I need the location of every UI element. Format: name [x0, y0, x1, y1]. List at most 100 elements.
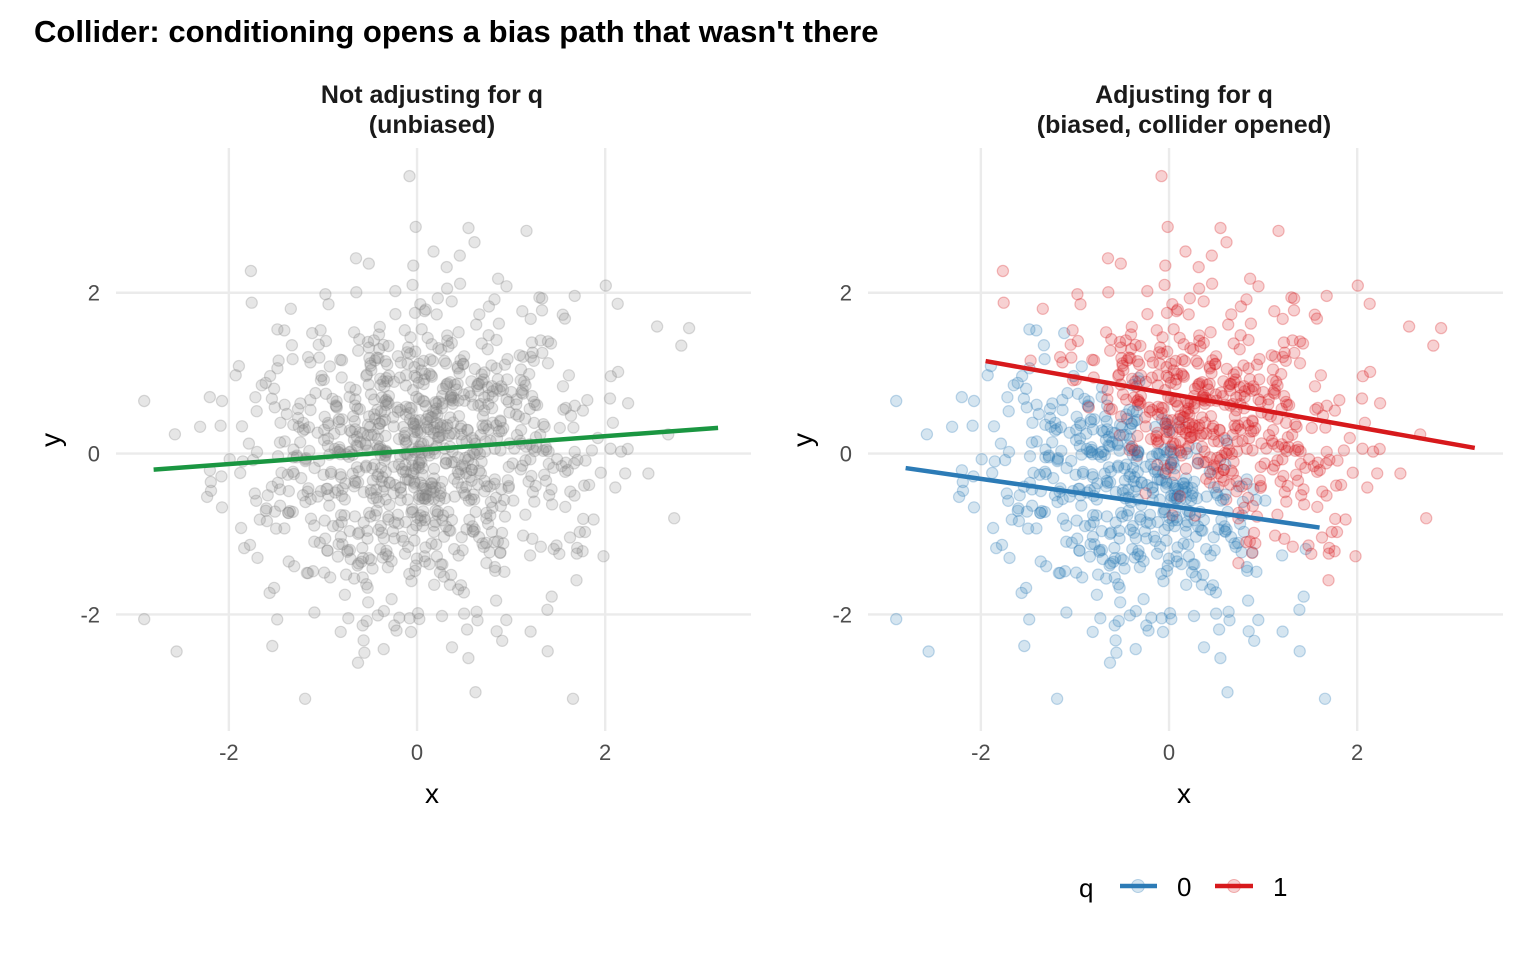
y-tick-label: 2 [88, 281, 100, 306]
data-point [204, 475, 217, 489]
data-point-q1 [1305, 421, 1319, 435]
data-point [514, 463, 528, 476]
data-point-q0 [1109, 634, 1122, 647]
panel-subtitle: (biased, collider opened) [1037, 111, 1332, 139]
data-point [361, 581, 374, 594]
data-point [362, 257, 375, 270]
data-point [399, 400, 413, 413]
data-point [286, 352, 299, 366]
data-point [410, 390, 423, 404]
data-point [476, 537, 489, 550]
data-point-q1 [1236, 434, 1249, 448]
data-point-q1 [1247, 526, 1261, 540]
data-point [412, 456, 426, 469]
data-point-q0 [1212, 623, 1226, 636]
data-point [500, 613, 513, 627]
data-point-q1 [1323, 453, 1336, 467]
data-point-q1 [1173, 490, 1187, 503]
data-point [533, 291, 546, 304]
data-point [360, 578, 373, 591]
data-point-q0 [1102, 430, 1116, 444]
data-point [460, 480, 473, 493]
data-point-q1 [1244, 425, 1258, 438]
data-point [480, 536, 493, 550]
data-point [454, 354, 467, 367]
data-point-q1 [1103, 344, 1117, 357]
x-tick-label: -2 [219, 740, 239, 765]
data-point [334, 530, 348, 544]
data-point-q1 [1192, 260, 1205, 274]
data-point [272, 354, 285, 367]
data-point [379, 394, 392, 408]
data-point [512, 410, 526, 423]
data-point [390, 624, 403, 637]
data-point [540, 443, 553, 456]
data-point [321, 432, 335, 445]
panel-title: Not adjusting for q [321, 81, 543, 109]
data-point-q0 [1240, 473, 1254, 486]
data-point [368, 408, 381, 421]
data-point [459, 488, 472, 502]
data-point [434, 487, 447, 500]
data-point [471, 614, 484, 627]
data-point [375, 526, 388, 539]
data-point [321, 439, 335, 453]
data-point-q0 [1025, 436, 1039, 449]
data-point-q1 [1182, 417, 1196, 430]
data-point-q1 [1363, 297, 1376, 310]
data-point-q1 [1213, 453, 1227, 467]
data-point-q0 [1112, 614, 1125, 628]
data-point-q1 [1289, 468, 1303, 481]
data-point-q0 [1108, 541, 1121, 555]
data-point [457, 607, 471, 620]
data-point [335, 371, 348, 384]
data-point [483, 480, 497, 493]
data-point [528, 444, 541, 458]
data-point [431, 292, 444, 305]
data-point [469, 686, 482, 699]
data-point [527, 354, 541, 367]
data-point [513, 349, 526, 362]
data-point [436, 382, 450, 395]
data-point-q0 [955, 390, 969, 404]
data-point-q0 [1086, 471, 1100, 484]
data-point-q1 [1087, 354, 1101, 367]
data-point [553, 547, 566, 561]
data-point [361, 532, 374, 545]
data-point-q1 [1115, 351, 1128, 365]
data-point [294, 436, 307, 449]
data-point-q0 [1229, 540, 1243, 554]
data-point-q1 [1268, 529, 1282, 542]
data-point [431, 425, 445, 438]
data-point [563, 531, 577, 544]
data-point [407, 416, 420, 430]
data-point-q0 [995, 538, 1009, 552]
data-point [356, 619, 369, 632]
data-point [474, 397, 487, 411]
data-point [377, 604, 391, 618]
data-point [427, 525, 441, 539]
data-point [473, 464, 486, 477]
data-point-q1 [1305, 547, 1318, 561]
data-point [434, 558, 448, 571]
data-point [335, 489, 348, 503]
data-point-q1 [1287, 292, 1301, 305]
data-point [479, 419, 493, 432]
data-point-q1 [1153, 341, 1167, 354]
data-point [524, 625, 537, 638]
data-point [454, 422, 467, 435]
data-point [388, 532, 401, 545]
data-point-q0 [1241, 594, 1255, 607]
data-point [414, 476, 427, 489]
data-point-q1 [1274, 475, 1287, 488]
data-point [642, 467, 655, 480]
data-point-q1 [1373, 442, 1386, 456]
data-point [301, 350, 315, 364]
data-point [525, 336, 539, 349]
data-point-q0 [975, 453, 988, 466]
data-point [360, 368, 374, 381]
data-point [378, 413, 392, 427]
data-point [267, 581, 281, 595]
data-point [461, 423, 474, 436]
data-point-q1 [1167, 364, 1180, 377]
